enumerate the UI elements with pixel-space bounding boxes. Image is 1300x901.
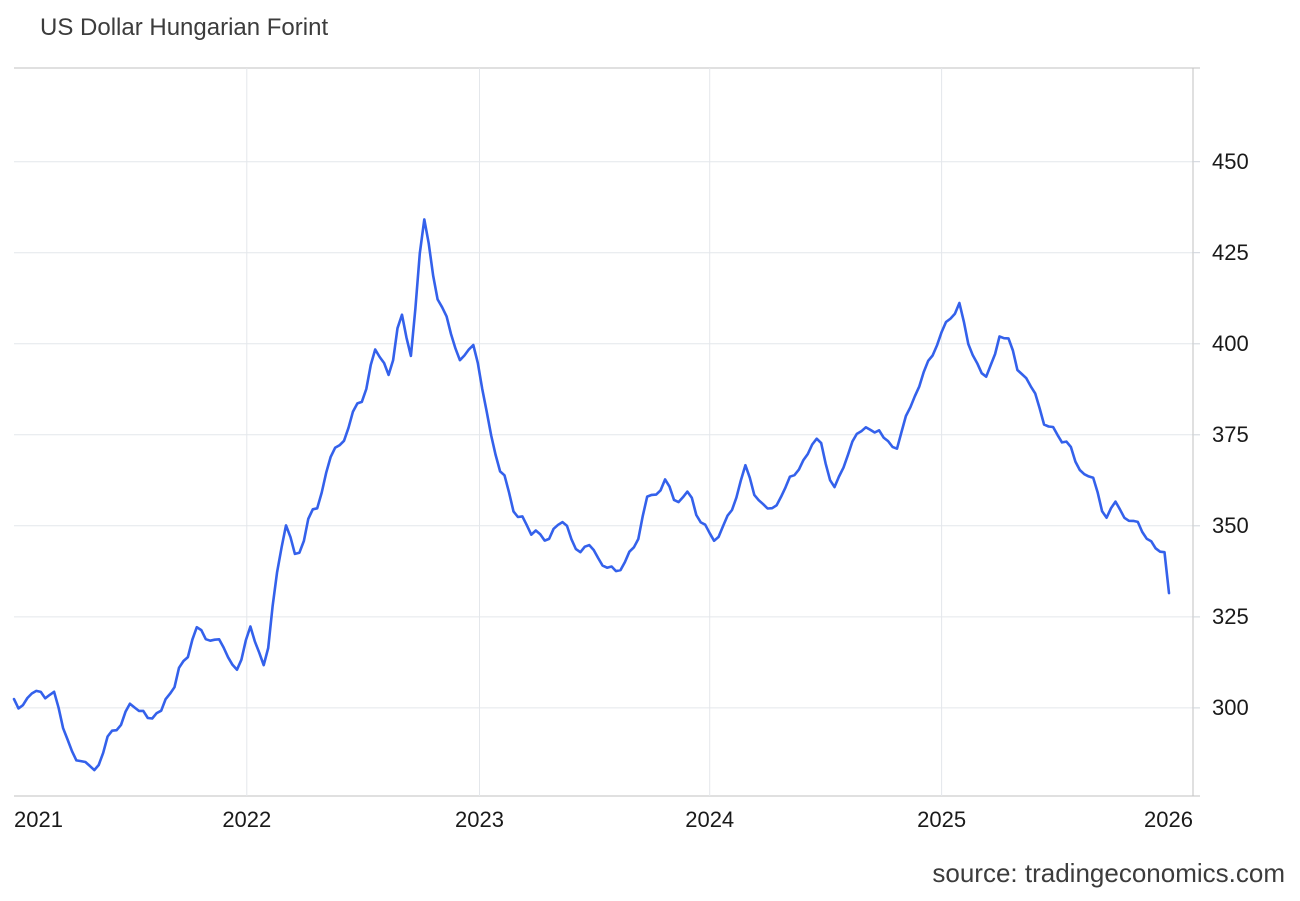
svg-text:450: 450 <box>1212 149 1249 174</box>
svg-text:2024: 2024 <box>685 807 734 832</box>
svg-text:2026: 2026 <box>1144 807 1193 832</box>
svg-text:350: 350 <box>1212 513 1249 538</box>
svg-text:375: 375 <box>1212 422 1249 447</box>
svg-text:2021: 2021 <box>14 807 63 832</box>
svg-text:400: 400 <box>1212 331 1249 356</box>
svg-text:300: 300 <box>1212 695 1249 720</box>
svg-text:2022: 2022 <box>222 807 271 832</box>
svg-text:325: 325 <box>1212 604 1249 629</box>
svg-text:2023: 2023 <box>455 807 504 832</box>
svg-text:425: 425 <box>1212 240 1249 265</box>
svg-text:2025: 2025 <box>917 807 966 832</box>
